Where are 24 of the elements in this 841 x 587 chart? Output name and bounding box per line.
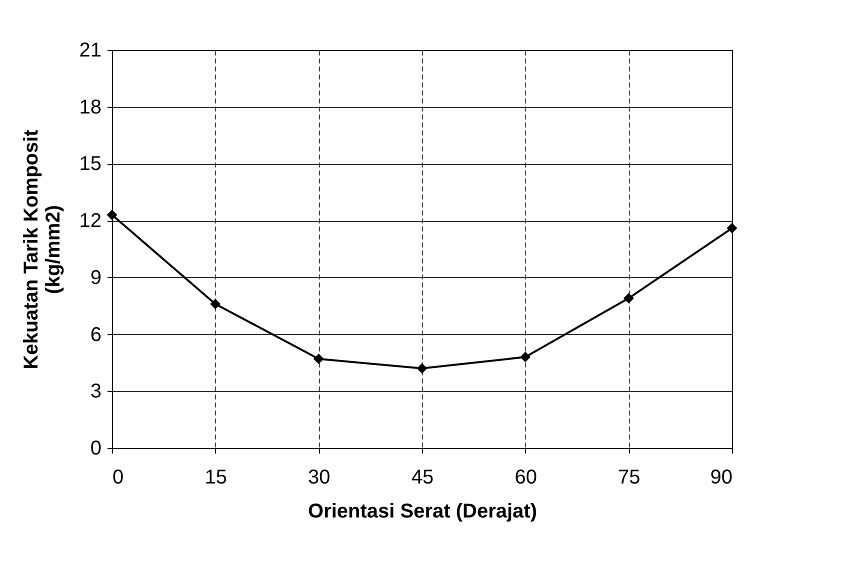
x-tick-label: 90 — [710, 466, 732, 488]
point — [726, 222, 738, 234]
point — [106, 210, 118, 220]
point — [210, 298, 221, 310]
y-tick-label: 21 — [79, 40, 102, 62]
y-tick-label: 3 — [90, 380, 102, 403]
y-tick-label: 15 — [79, 153, 102, 176]
y-tick-label: 12 — [79, 210, 102, 232]
x-tick-label: 60 — [514, 466, 537, 488]
x-tick-label: 0 — [112, 466, 124, 488]
x-tick-label: 45 — [411, 466, 434, 488]
point — [623, 293, 634, 304]
y-tick-label: 18 — [79, 96, 102, 118]
x-tick-label: 15 — [204, 466, 227, 488]
x-axis-title: Orientasi Serat (Derajat) — [308, 500, 537, 522]
y-axis-title: Kekuatan Tarik Komposit (kg/mm2) — [20, 129, 64, 370]
x-tick-label: 75 — [618, 466, 640, 488]
y-tick-label: 9 — [90, 266, 102, 289]
x-tick-label: 30 — [308, 466, 330, 488]
point — [416, 363, 428, 374]
point — [520, 352, 531, 362]
point — [313, 354, 324, 364]
y-tick-label: 0 — [90, 438, 102, 460]
y-tick-label: 6 — [90, 324, 102, 346]
